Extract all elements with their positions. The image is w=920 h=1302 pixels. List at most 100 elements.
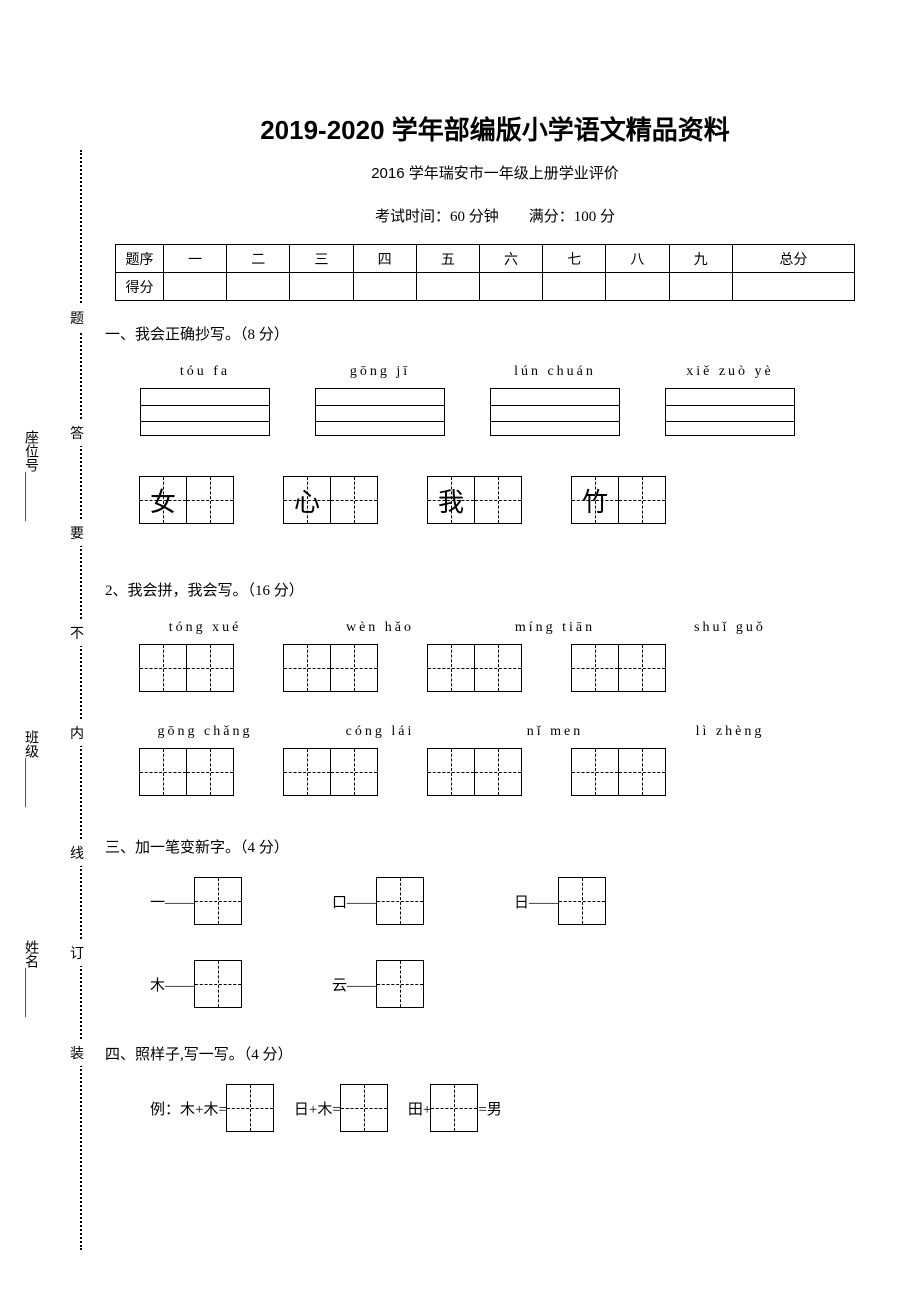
pinyin-write-box [140, 388, 270, 436]
pinyin-label: gōng chǎng [140, 724, 270, 740]
binding-char: 订 [70, 940, 84, 966]
hanzi-group [284, 644, 378, 692]
tianzige [186, 476, 234, 524]
tianzige [340, 1084, 388, 1132]
q4-item: 田+=男 [408, 1084, 502, 1132]
tianzige [427, 748, 475, 796]
exam-info: 考试时间：60 分钟 满分：100 分 [105, 205, 885, 226]
tianzige: 心 [283, 476, 331, 524]
binding-char: 题 [70, 305, 84, 331]
table-cell: 五 [416, 245, 479, 273]
hanzi-group: 心 [284, 476, 378, 524]
pinyin-label: xiě zuò yè [665, 364, 795, 380]
q1-pinyin-row: tóu fa gōng jī lún chuán xiě zuò yè [140, 364, 885, 380]
hanzi-group [284, 748, 378, 796]
q2-hanzi-row2 [140, 748, 885, 796]
table-cell [732, 273, 854, 301]
hanzi-group: 竹 [572, 476, 666, 524]
tianzige [618, 644, 666, 692]
pinyin-write-box [315, 388, 445, 436]
table-cell [164, 273, 227, 301]
q4-row: 例：木+木= 日+木= 田+=男 [150, 1084, 885, 1132]
tianzige [194, 960, 242, 1008]
table-cell: 六 [479, 245, 542, 273]
tianzige: 我 [427, 476, 475, 524]
pinyin-label: wèn hǎo [315, 620, 445, 636]
content-area: 2019-2020 学年部编版小学语文精品资料 2016 学年瑞安市一年级上册学… [105, 110, 885, 1132]
binding-char: 线 [70, 840, 84, 866]
binding-label-seat: 座位号_______ [20, 430, 40, 521]
q4-item: 日+木= [294, 1084, 388, 1132]
table-cell: 四 [353, 245, 416, 273]
subtitle: 2016 学年瑞安市一年级上册学业评价 [105, 162, 885, 183]
q3-title: 三、加一笔变新字。（4 分） [105, 836, 885, 857]
tianzige: 女 [139, 476, 187, 524]
tianzige [139, 644, 187, 692]
table-cell [669, 273, 732, 301]
tianzige [330, 748, 378, 796]
binding-char: 装 [70, 1040, 84, 1066]
pinyin-label: míng tiān [490, 620, 620, 636]
hanzi-group [428, 748, 522, 796]
table-row: 题序 一 二 三 四 五 六 七 八 九 总分 [116, 245, 855, 273]
q2-pinyin-row2: gōng chǎng cóng lái nǐ men lì zhèng [140, 724, 885, 740]
tianzige [330, 476, 378, 524]
table-cell [479, 273, 542, 301]
tianzige [474, 644, 522, 692]
tianzige [558, 877, 606, 925]
hanzi-group [572, 748, 666, 796]
tianzige [571, 748, 619, 796]
tianzige [427, 644, 475, 692]
q3-row1: 一—— 口—— 日—— [150, 877, 885, 925]
pinyin-write-box [490, 388, 620, 436]
tianzige [430, 1084, 478, 1132]
binding-label-class: 班级_______ [20, 730, 40, 807]
table-cell: 九 [669, 245, 732, 273]
q1-write-row [140, 388, 885, 436]
table-row: 得分 [116, 273, 855, 301]
pinyin-label: cóng lái [315, 724, 445, 740]
tianzige [186, 748, 234, 796]
pinyin-label: nǐ men [490, 724, 620, 740]
score-table: 题序 一 二 三 四 五 六 七 八 九 总分 得分 [115, 244, 855, 301]
q3-item: 一—— [150, 877, 242, 925]
tianzige [618, 476, 666, 524]
binding-char: 不 [70, 620, 84, 646]
table-header: 题序 [116, 245, 164, 273]
pinyin-label: lì zhèng [665, 724, 795, 740]
tianzige [139, 748, 187, 796]
hanzi-group [572, 644, 666, 692]
tianzige [283, 644, 331, 692]
table-cell: 七 [543, 245, 606, 273]
q1-title: 一、我会正确抄写。（8 分） [105, 323, 885, 344]
q4-item: 例：木+木= [150, 1084, 274, 1132]
table-cell: 一 [164, 245, 227, 273]
q2-title: 2、我会拼，我会写。（16 分） [105, 579, 885, 600]
table-cell: 总分 [732, 245, 854, 273]
hanzi-group [428, 644, 522, 692]
q3-item: 口—— [332, 877, 424, 925]
main-title: 2019-2020 学年部编版小学语文精品资料 [105, 110, 885, 147]
table-cell [416, 273, 479, 301]
tianzige [330, 644, 378, 692]
table-cell [290, 273, 353, 301]
tianzige [474, 748, 522, 796]
table-cell: 二 [227, 245, 290, 273]
hanzi-group: 女 [140, 476, 234, 524]
q4-title: 四、照样子,写一写。（4 分） [105, 1043, 885, 1064]
q2-hanzi-row1 [140, 644, 885, 692]
table-header: 得分 [116, 273, 164, 301]
q3-item: 日—— [514, 877, 606, 925]
tianzige [283, 748, 331, 796]
q3-item: 木—— [150, 960, 242, 1008]
pinyin-label: lún chuán [490, 364, 620, 380]
q3-row2: 木—— 云—— [150, 960, 885, 1008]
table-cell: 三 [290, 245, 353, 273]
q2-pinyin-row1: tóng xué wèn hǎo míng tiān shuǐ guǒ [140, 620, 885, 636]
tianzige [376, 877, 424, 925]
pinyin-label: gōng jī [315, 364, 445, 380]
pinyin-label: tóu fa [140, 364, 270, 380]
table-cell [353, 273, 416, 301]
table-cell [543, 273, 606, 301]
hanzi-group [140, 644, 234, 692]
